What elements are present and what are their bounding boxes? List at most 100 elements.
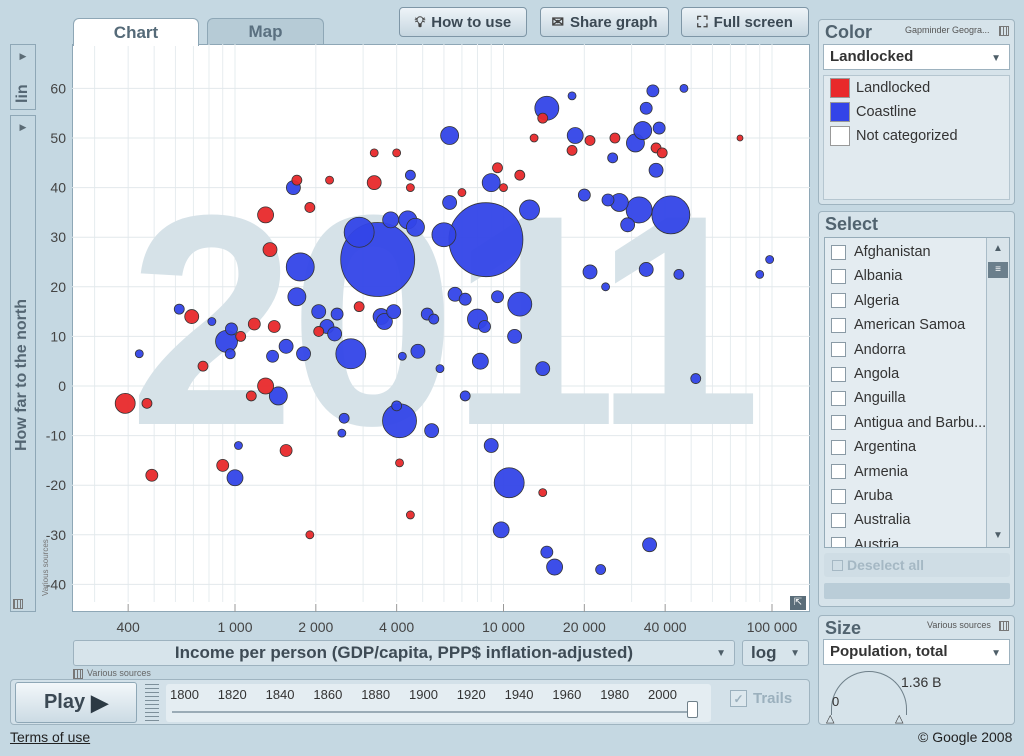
timeline-slider[interactable]: 1800 1820 1840 1860 1880 1900 1920 1940 1960 1980… [166,684,711,722]
size-min-handle[interactable]: △ [826,713,835,725]
country-checkbox[interactable] [831,512,846,528]
bubble-landlocked[interactable] [529,133,539,143]
bubble-landlocked[interactable] [537,112,549,124]
bubble-landlocked[interactable] [216,458,230,472]
country-list-item[interactable]: Antigua and Barbu... [831,411,986,435]
country-list-item[interactable]: Anguilla [831,386,906,410]
bubble-coastline[interactable] [287,287,307,307]
bubble-coastline[interactable] [234,441,243,450]
bubble-coastline[interactable] [648,162,664,178]
bubble-coastline[interactable] [639,101,653,115]
bubble-landlocked[interactable] [305,530,315,540]
trails-checkbox[interactable]: ✓ [730,690,747,707]
bubble-coastline[interactable] [134,349,144,359]
bubble-coastline[interactable] [386,304,402,320]
bubble-coastline[interactable] [424,423,440,439]
bubble-coastline[interactable] [268,386,288,406]
play-button[interactable]: Play ▶ [15,682,137,723]
bubble-coastline[interactable] [435,364,445,374]
scroll-up-icon[interactable]: ▲ [993,243,1003,254]
bubble-coastline[interactable] [173,303,185,315]
bubble-coastline[interactable] [546,558,564,576]
bubble-landlocked[interactable] [366,175,382,191]
country-list-item[interactable]: Argentina [831,435,916,459]
bubble-landlocked[interactable] [405,183,415,193]
country-checkbox[interactable] [831,342,846,358]
bubble-landlocked[interactable] [492,162,503,174]
bubble-landlocked[interactable] [609,132,621,144]
bubble-landlocked[interactable] [405,510,415,520]
bubble-coastline[interactable] [226,469,244,487]
bubble-coastline[interactable] [478,320,491,333]
bubble-coastline[interactable] [492,521,510,539]
bubble-coastline[interactable] [535,361,551,377]
bubble-coastline[interactable] [582,264,598,280]
bubble-coastline[interactable] [296,346,311,362]
scroll-down-icon[interactable]: ▼ [993,530,1003,541]
bubble-landlocked[interactable] [184,309,200,324]
bubble-coastline[interactable] [410,343,426,359]
bubble-landlocked[interactable] [257,377,274,395]
country-checkbox[interactable] [831,390,846,406]
country-list-item[interactable]: Armenia [831,460,908,484]
bubble-coastline[interactable] [311,304,327,320]
country-checkbox[interactable] [831,464,846,480]
bubble-landlocked[interactable] [395,458,404,468]
bubble-coastline[interactable] [755,269,765,279]
bubble-coastline[interactable] [225,322,238,336]
country-list-item[interactable]: Albania [831,264,902,288]
bubble-coastline[interactable] [471,352,489,370]
share-graph-button[interactable]: ✉ Share graph [540,7,669,37]
timeline-handle[interactable] [687,701,698,718]
y-indicator-selector[interactable]: ▶ How far to the north Various sources [10,115,50,612]
bubble-coastline[interactable] [601,282,610,292]
bubble-coastline[interactable] [481,173,501,193]
bubble-coastline[interactable] [459,390,471,402]
x-scale-selector[interactable]: log ▼ [742,640,809,666]
country-checkbox[interactable] [831,439,846,455]
country-list-item[interactable]: Algeria [831,289,899,313]
bubble-coastline[interactable] [448,202,524,278]
bubble-landlocked[interactable] [267,320,281,333]
terms-of-use-link[interactable]: Terms of use [10,729,91,745]
list-scrollbar[interactable]: ▲ ≡ ▼ [986,238,1009,547]
bubble-coastline[interactable] [458,292,472,306]
country-checkbox[interactable] [831,366,846,382]
bubble-landlocked[interactable] [291,174,303,186]
bubble-coastline[interactable] [335,338,367,370]
bubble-coastline[interactable] [595,564,607,575]
country-checkbox[interactable] [831,317,846,333]
bubble-coastline[interactable] [224,348,236,360]
bubble-coastline[interactable] [406,217,425,237]
country-list-item[interactable]: Austria [831,533,899,547]
country-list-item[interactable]: Angola [831,362,899,386]
bubble-landlocked[interactable] [304,202,316,213]
legend-item-coastline[interactable]: Coastline [830,101,916,123]
country-list-item[interactable]: American Samoa [831,313,965,337]
bubble-coastline[interactable] [440,126,460,145]
bubble-coastline[interactable] [765,255,775,264]
bubble-coastline[interactable] [651,195,691,235]
bubble-landlocked[interactable] [499,183,508,193]
bubble-landlocked[interactable] [369,148,379,158]
bubble-coastline[interactable] [679,84,689,93]
bubble-landlocked[interactable] [145,468,159,482]
tab-chart[interactable]: Chart [73,18,199,46]
bubble-coastline[interactable] [397,351,407,361]
bubble-coastline[interactable] [338,412,350,424]
bubble-coastline[interactable] [507,291,533,317]
country-checkbox[interactable] [831,293,846,309]
bubble-landlocked[interactable] [235,330,247,342]
how-to-use-button[interactable]: 💡︎ How to use [399,7,527,37]
bubble-coastline[interactable] [382,211,400,229]
bubble-landlocked[interactable] [325,175,334,185]
color-indicator-dropdown[interactable]: Landlocked ▼ [823,44,1010,70]
bubble-coastline[interactable] [391,400,403,412]
y-scale-selector[interactable]: ▶ lin [10,44,36,110]
bubble-landlocked[interactable] [736,134,744,142]
bubble-coastline[interactable] [607,152,619,164]
size-max-handle[interactable]: △ [895,713,904,725]
bubble-coastline[interactable] [690,373,702,384]
tab-map[interactable]: Map [207,18,324,45]
